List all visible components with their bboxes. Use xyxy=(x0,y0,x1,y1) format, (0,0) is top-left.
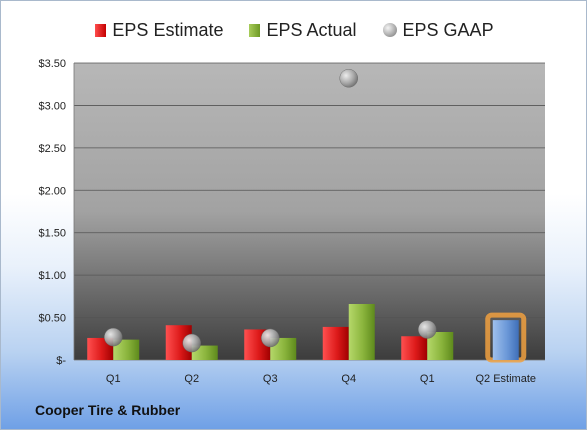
estimate-swatch-icon xyxy=(95,23,107,37)
gaap-point xyxy=(418,320,437,339)
legend-item-estimate: EPS Estimate xyxy=(95,20,223,41)
legend-item-actual: EPS Actual xyxy=(249,19,357,41)
x-tick-label: Q2 xyxy=(184,373,199,385)
gridlines xyxy=(74,62,545,318)
gaap-point xyxy=(182,333,201,353)
gaap-point xyxy=(261,328,280,348)
legend-label-estimate: EPS Estimate xyxy=(112,19,224,40)
gaap-point xyxy=(104,327,123,347)
y-tick-label: $1.00 xyxy=(38,270,66,282)
bar-estimate xyxy=(322,326,349,360)
bar-estimate xyxy=(401,336,428,360)
gaap-points xyxy=(104,69,437,353)
x-tick-label: Q3 xyxy=(263,373,278,385)
bar-estimate-forecast xyxy=(492,320,519,360)
bar-actual xyxy=(113,339,140,360)
y-tick-label: $- xyxy=(56,355,66,367)
bar-actual xyxy=(348,303,375,360)
x-tick-label: Q1 xyxy=(420,373,435,385)
gaap-point xyxy=(339,69,358,88)
y-tick-label: $2.50 xyxy=(38,143,66,155)
legend-item-gaap: EPS GAAP xyxy=(382,19,494,41)
company-name: Cooper Tire & Rubber xyxy=(35,402,181,418)
legend-label-actual: EPS Actual xyxy=(266,19,357,40)
y-tick-label: $2.00 xyxy=(38,185,66,197)
y-tick-label: $3.00 xyxy=(38,100,66,112)
x-axis: Q1 Q2 Q3 Q4 Q1 Q2 Estimate xyxy=(106,373,536,385)
x-tick-label: Q2 Estimate xyxy=(475,373,536,385)
y-tick-label: $3.50 xyxy=(38,58,66,70)
x-tick-label: Q4 xyxy=(341,373,356,385)
legend-label-gaap: EPS GAAP xyxy=(402,19,494,40)
y-tick-label: $0.50 xyxy=(38,313,66,325)
x-tick-label: Q1 xyxy=(106,373,121,385)
actual-swatch-icon xyxy=(249,23,261,37)
legend: EPS Estimate EPS Actual EPS GAAP xyxy=(1,15,587,45)
plot-area xyxy=(74,63,545,360)
y-axis: $- $0.50 $1.00 $1.50 $2.00 $2.50 $3.00 $3.50 xyxy=(38,58,545,367)
gaap-sphere-icon xyxy=(382,23,397,37)
y-tick-label: $1.50 xyxy=(38,228,66,240)
